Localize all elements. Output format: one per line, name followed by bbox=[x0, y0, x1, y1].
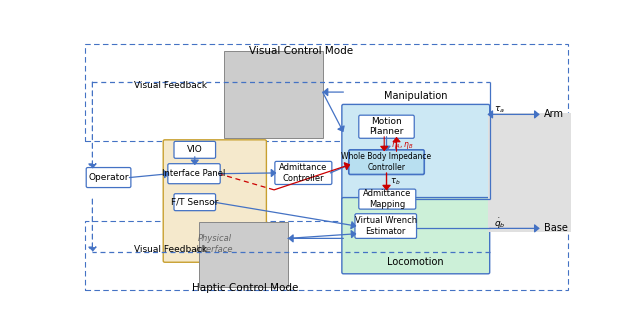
Text: Visual Control Mode: Visual Control Mode bbox=[249, 46, 353, 56]
Text: Admittance
Controller: Admittance Controller bbox=[279, 163, 328, 183]
FancyBboxPatch shape bbox=[342, 198, 490, 274]
Text: Admittance
Mapping: Admittance Mapping bbox=[363, 189, 412, 209]
FancyBboxPatch shape bbox=[349, 150, 424, 174]
Text: Manipulation: Manipulation bbox=[384, 91, 447, 101]
Text: Interface Panel: Interface Panel bbox=[163, 169, 226, 178]
FancyBboxPatch shape bbox=[163, 140, 266, 262]
FancyBboxPatch shape bbox=[342, 104, 490, 224]
Text: Physical
Interface: Physical Interface bbox=[196, 234, 234, 254]
Text: Locomotion: Locomotion bbox=[387, 257, 444, 267]
Text: Arm: Arm bbox=[543, 110, 564, 119]
FancyBboxPatch shape bbox=[168, 164, 220, 184]
Text: Motion
Planner: Motion Planner bbox=[369, 117, 404, 136]
Text: Operator: Operator bbox=[88, 173, 129, 182]
Text: $\tau_b$: $\tau_b$ bbox=[390, 177, 400, 187]
Text: Whole Body Impedance
Controller: Whole Body Impedance Controller bbox=[342, 153, 431, 172]
FancyBboxPatch shape bbox=[86, 167, 131, 188]
FancyBboxPatch shape bbox=[359, 115, 414, 138]
FancyBboxPatch shape bbox=[198, 222, 288, 287]
FancyBboxPatch shape bbox=[275, 162, 332, 184]
Text: VIO: VIO bbox=[187, 145, 203, 154]
Text: Virtual Wrench
Estimator: Virtual Wrench Estimator bbox=[355, 216, 417, 236]
Text: F/T Sensor: F/T Sensor bbox=[171, 198, 218, 207]
Text: Haptic Control Mode: Haptic Control Mode bbox=[193, 283, 299, 293]
Text: Visual Feedback: Visual Feedback bbox=[134, 81, 207, 90]
FancyBboxPatch shape bbox=[359, 189, 416, 209]
Text: $\dot{q}_b$: $\dot{q}_b$ bbox=[493, 217, 505, 231]
FancyBboxPatch shape bbox=[224, 51, 323, 137]
FancyBboxPatch shape bbox=[174, 194, 216, 211]
Text: Visual Feedback: Visual Feedback bbox=[134, 245, 207, 255]
FancyBboxPatch shape bbox=[174, 141, 216, 158]
FancyBboxPatch shape bbox=[355, 214, 417, 238]
Text: Base: Base bbox=[543, 223, 568, 233]
Text: $\eta_A, \eta_B$: $\eta_A, \eta_B$ bbox=[391, 140, 414, 152]
FancyBboxPatch shape bbox=[488, 113, 572, 232]
Text: $\tau_a$: $\tau_a$ bbox=[493, 105, 504, 115]
